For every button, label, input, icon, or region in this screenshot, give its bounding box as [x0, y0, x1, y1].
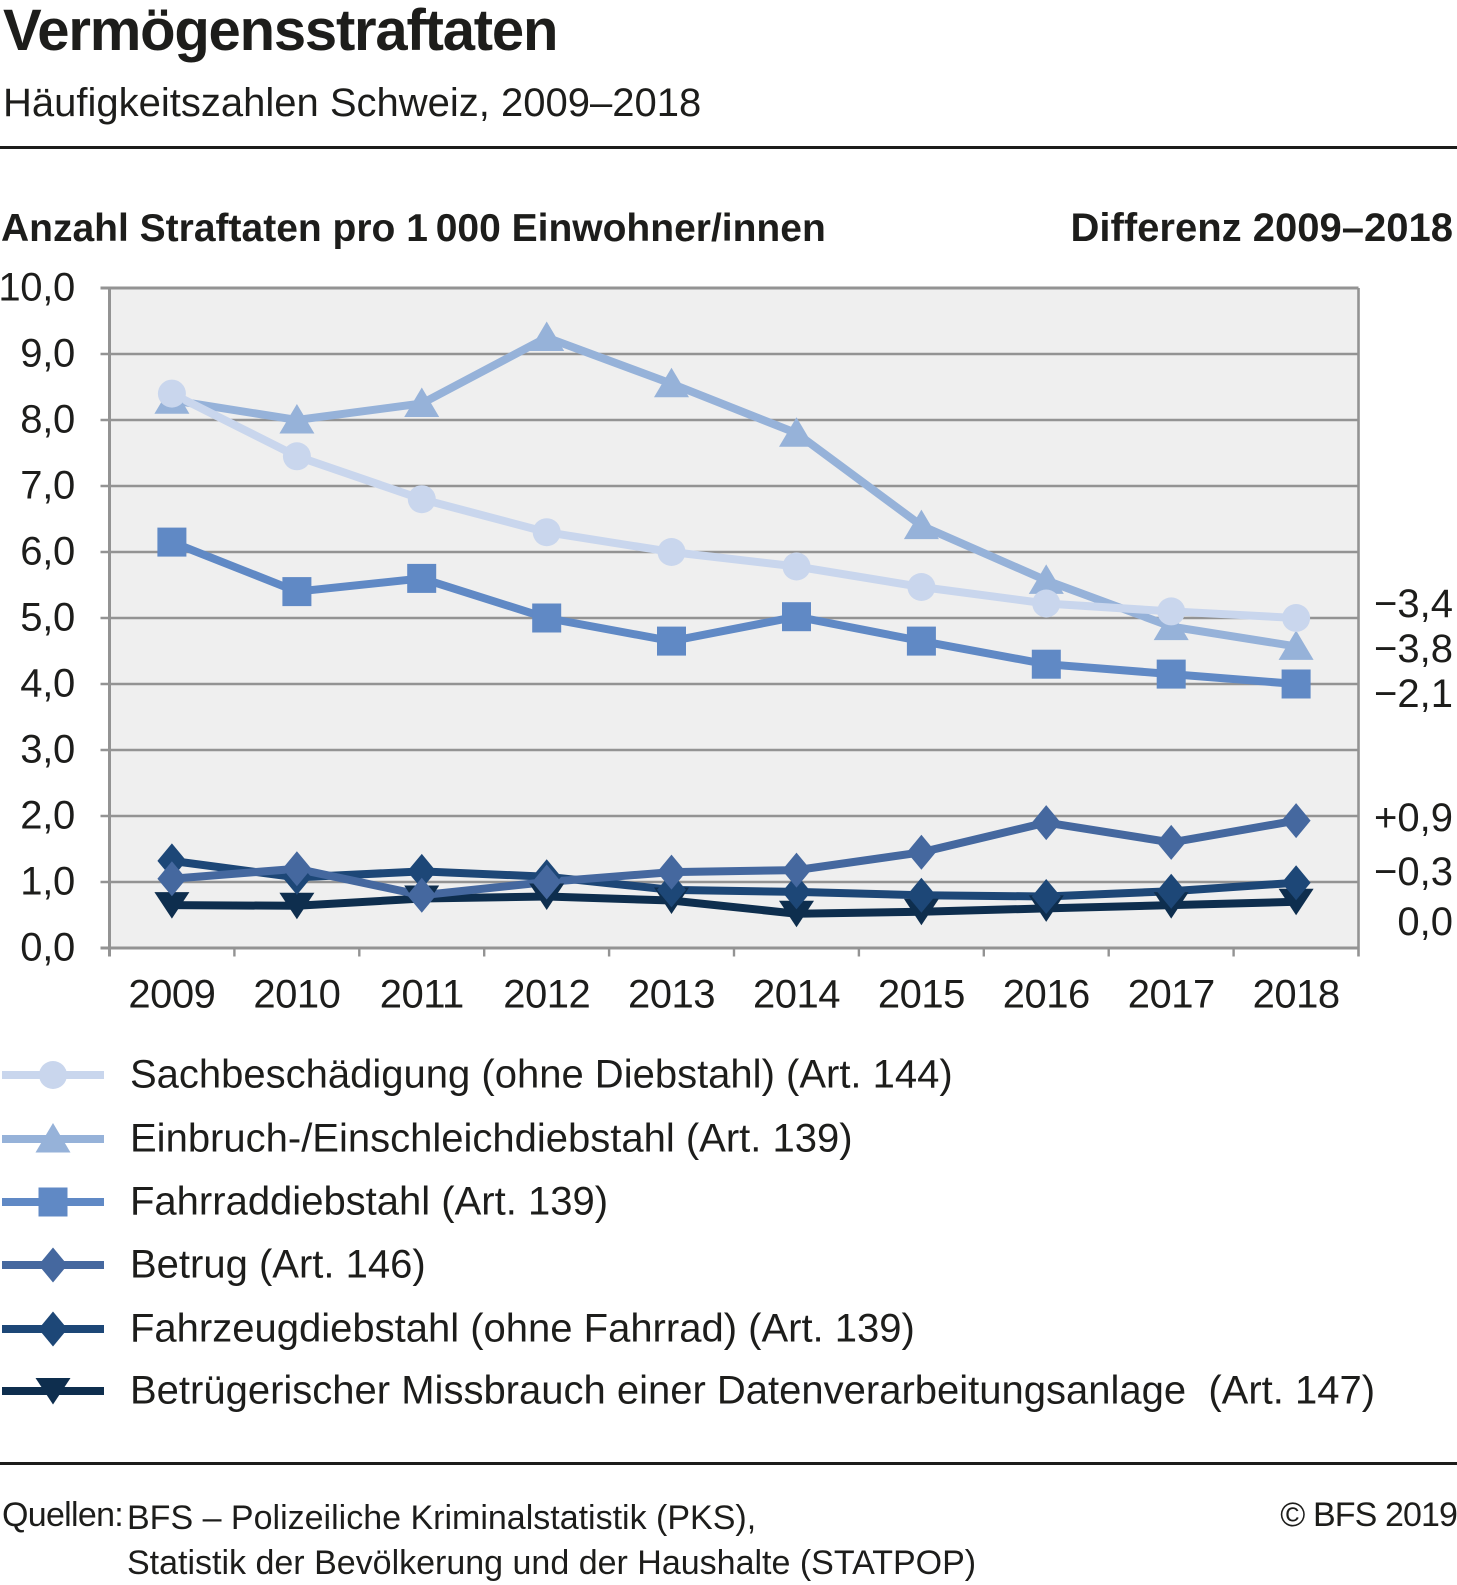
svg-text:7,0: 7,0 [20, 464, 75, 508]
svg-text:2013: 2013 [628, 972, 715, 1016]
svg-text:6,0: 6,0 [20, 530, 75, 574]
svg-text:1,0: 1,0 [20, 860, 75, 904]
svg-text:2016: 2016 [1003, 972, 1090, 1016]
svg-text:2012: 2012 [503, 972, 590, 1016]
svg-text:−3,8: −3,8 [1374, 627, 1453, 671]
svg-text:4,0: 4,0 [20, 662, 75, 706]
svg-text:+0,9: +0,9 [1374, 796, 1453, 840]
svg-text:10,0: 10,0 [0, 266, 75, 310]
svg-text:2,0: 2,0 [20, 794, 75, 838]
svg-text:2015: 2015 [878, 972, 965, 1016]
svg-text:2011: 2011 [380, 972, 464, 1016]
svg-text:−0,3: −0,3 [1374, 850, 1453, 894]
svg-text:2010: 2010 [253, 972, 340, 1016]
svg-text:8,0: 8,0 [20, 398, 75, 442]
svg-text:−2,1: −2,1 [1374, 672, 1453, 716]
svg-text:5,0: 5,0 [20, 596, 75, 640]
svg-text:0,0: 0,0 [20, 926, 75, 970]
svg-text:2014: 2014 [753, 972, 840, 1016]
svg-text:−3,4: −3,4 [1374, 582, 1453, 626]
svg-text:3,0: 3,0 [20, 728, 75, 772]
svg-text:2009: 2009 [128, 972, 215, 1016]
svg-text:0,0: 0,0 [1397, 900, 1453, 944]
svg-text:2018: 2018 [1253, 972, 1340, 1016]
svg-text:9,0: 9,0 [20, 332, 75, 376]
svg-text:2017: 2017 [1128, 972, 1215, 1016]
